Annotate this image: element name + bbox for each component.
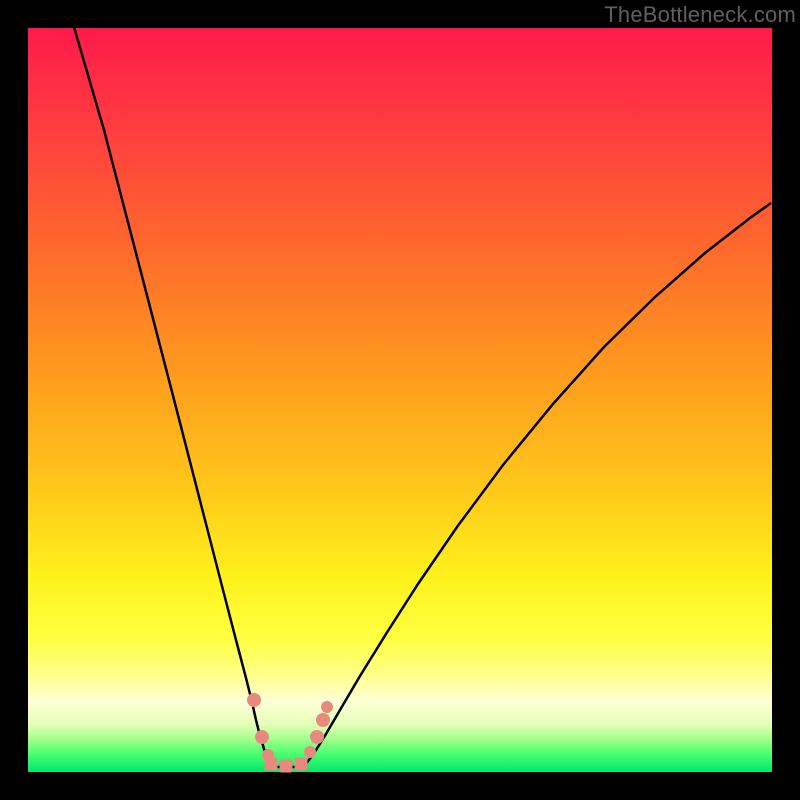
watermark-text: TheBottleneck.com [604,2,796,28]
gradient-plot-area [28,28,772,772]
